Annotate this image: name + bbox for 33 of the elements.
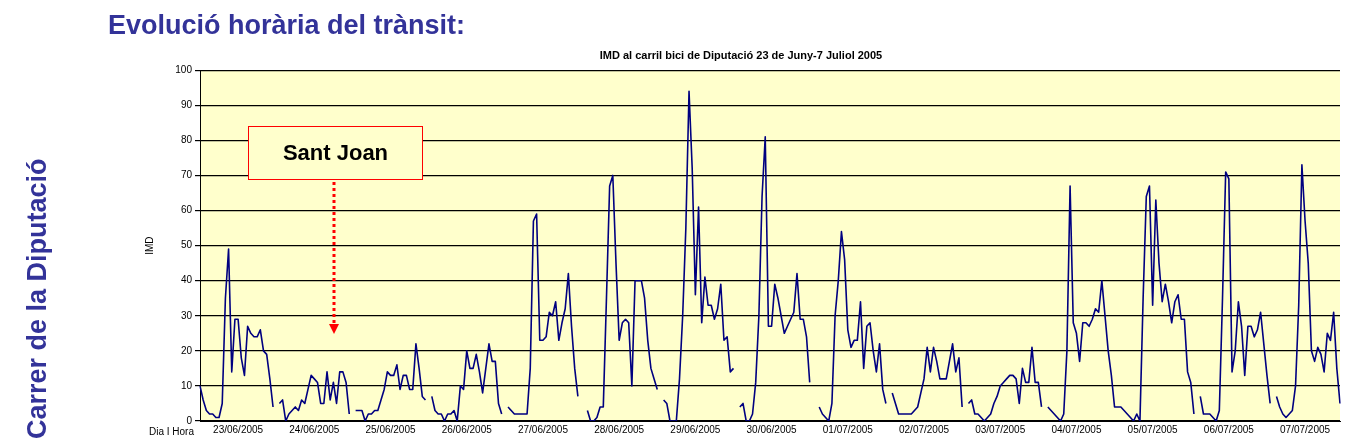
annotation: Sant Joan bbox=[282, 140, 389, 166]
x-tick-label: 25/06/2005 bbox=[365, 423, 416, 435]
callout-box: Sant Joan bbox=[248, 126, 423, 180]
text: Carrer de la Diputació bbox=[22, 158, 53, 439]
y-tick-label: 70 bbox=[180, 169, 193, 181]
y-tick-label: 40 bbox=[180, 274, 193, 286]
y-axis-title: IMD bbox=[143, 236, 155, 255]
y-tick-label: 60 bbox=[180, 204, 193, 216]
x-tick-label: 24/06/2005 bbox=[289, 423, 340, 435]
x-tick-label: 01/07/2005 bbox=[822, 423, 874, 435]
y-tick-label: 100 bbox=[175, 63, 193, 75]
y-tick-label: 10 bbox=[180, 379, 193, 391]
x-tick-label: 29/06/2005 bbox=[670, 423, 721, 435]
y-tick-label: 50 bbox=[180, 239, 193, 251]
y-tick-label: 0 bbox=[186, 414, 193, 426]
x-tick-label: 26/06/2005 bbox=[441, 423, 493, 435]
x-tick-label: 03/07/2005 bbox=[975, 423, 1026, 435]
x-axis-title: Dia I Hora bbox=[148, 425, 195, 437]
chart-subtitle: IMD al carril bici de Diputació 23 de Juny-7 Juliol 2005 bbox=[599, 48, 883, 61]
y-tick-label: 20 bbox=[180, 344, 193, 356]
chart-title: Evolució horària del trànsit: bbox=[108, 10, 466, 41]
x-tick-label: 07/07/2005 bbox=[1280, 423, 1331, 435]
x-tick-label: 06/07/2005 bbox=[1203, 423, 1255, 435]
x-tick-label: 28/06/2005 bbox=[594, 423, 645, 435]
x-tick-label: 30/06/2005 bbox=[746, 423, 798, 435]
y-tick-label: 90 bbox=[180, 99, 193, 111]
x-tick-label: 02/07/2005 bbox=[898, 423, 950, 435]
x-tick-label: 04/07/2005 bbox=[1051, 423, 1102, 435]
y-tick-label: 80 bbox=[180, 134, 193, 146]
x-tick-label: 23/06/2005 bbox=[213, 423, 264, 435]
y-tick-label: 30 bbox=[180, 309, 193, 321]
x-tick-label: 27/06/2005 bbox=[517, 423, 569, 435]
x-tick-label: 05/07/2005 bbox=[1127, 423, 1179, 435]
